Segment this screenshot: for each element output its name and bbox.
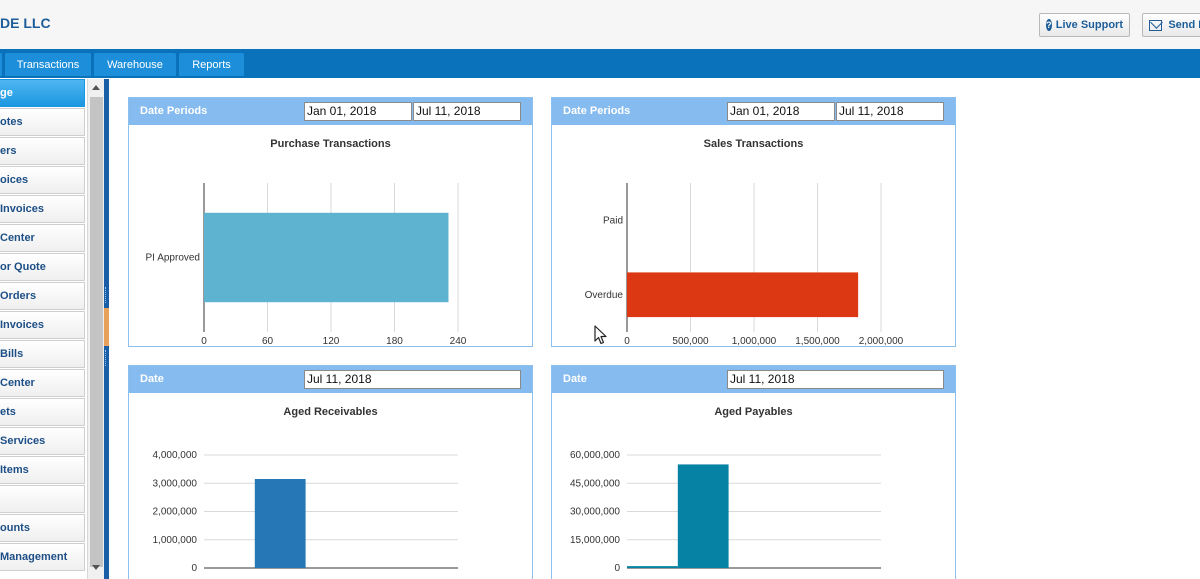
tab-reports[interactable]: Reports	[179, 53, 244, 76]
sidebar-item-services[interactable]: Services	[0, 427, 85, 455]
x-tick-label: 1,000,000	[732, 336, 777, 347]
panel-header-label: Date Periods	[563, 105, 631, 117]
tab-warehouse[interactable]: Warehouse	[94, 53, 176, 76]
chart-title: Sales Transactions	[703, 138, 804, 150]
date-input[interactable]: Jul 11, 2018	[304, 370, 521, 389]
sidebar-item-assets[interactable]: ets	[0, 398, 85, 426]
sidebar-item-orders[interactable]: ers	[0, 137, 85, 165]
scrollbar-thumb[interactable]	[90, 97, 103, 567]
x-tick-label: 120	[323, 336, 340, 347]
sales-transactions-panel: Date Periods Jan 01, 2018 Jul 11, 2018 S…	[551, 97, 956, 347]
sales-transactions-chart: 0 500,000 1,000,000 1,500,000 2,000,000 Paid O…	[585, 183, 904, 347]
sidebar-item-invoices[interactable]: oices	[0, 166, 85, 194]
x-tick-label: 0	[201, 336, 207, 347]
sidebar-item-bills[interactable]: Bills	[0, 340, 85, 368]
bar	[627, 272, 859, 318]
chart-title: Aged Receivables	[283, 406, 378, 418]
x-tick-label: 180	[386, 336, 403, 347]
sidebar-item-request-for-quote[interactable]: or Quote	[0, 253, 85, 281]
sidebar-item-purchase-invoices[interactable]: Invoices	[0, 311, 85, 339]
aged-payables-chart: 0 15,000,000 30,000,000 45,000,000 60,000,00…	[570, 450, 881, 574]
company-name: DE LLC	[0, 15, 51, 31]
chart-title: Purchase Transactions	[270, 138, 391, 150]
y-tick-label: 0	[191, 563, 197, 574]
aged-receivables-chart: 0 1,000,000 2,000,000 3,000,000 4,000,000	[153, 450, 458, 574]
bar	[204, 212, 449, 303]
help-icon: ?	[1046, 19, 1052, 31]
sidebar-item-recurring-invoices[interactable]: Invoices	[0, 195, 85, 223]
panel-header: Date Jul 11, 2018	[552, 366, 955, 393]
purchase-transactions-panel: Date Periods Jan 01, 2018 Jul 11, 2018 P…	[128, 97, 533, 347]
x-tick-label: 2,000,000	[859, 336, 904, 347]
x-tick-label: 1,500,000	[795, 336, 840, 347]
live-support-button[interactable]: ? Live Support	[1039, 13, 1130, 37]
x-tick-label: 60	[262, 336, 274, 347]
sidebar-scrollbar[interactable]	[87, 79, 104, 579]
tab-home[interactable]	[0, 53, 2, 76]
sidebar-item-purchase-orders[interactable]: Orders	[0, 282, 85, 310]
y-tick-label: 2,000,000	[153, 507, 198, 518]
send-label: Send F	[1168, 19, 1200, 31]
date-to-input[interactable]: Jul 11, 2018	[836, 102, 944, 121]
y-tick-label: 1,000,000	[153, 535, 198, 546]
panel-header: Date Periods Jan 01, 2018 Jul 11, 2018	[552, 98, 955, 125]
splitter-grip	[105, 287, 108, 303]
purchase-transactions-chart: 0 60 120 180 240 PI Approved	[146, 183, 467, 347]
tab-transactions[interactable]: Transactions	[5, 53, 91, 76]
sidebar-item-items[interactable]: Items	[0, 456, 85, 484]
panel-header: Date Periods Jan 01, 2018 Jul 11, 2018	[129, 98, 532, 125]
sidebar-item-quotes[interactable]: otes	[0, 108, 85, 136]
mouse-cursor-icon	[594, 325, 607, 345]
splitter-collapse-handle[interactable]	[104, 308, 109, 346]
category-label: Overdue	[585, 290, 624, 301]
aged-payables-panel: Date Jul 11, 2018 Aged Payables 0 15,000,…	[551, 365, 956, 579]
category-label: Paid	[603, 215, 623, 226]
y-tick-label: 0	[614, 563, 620, 574]
y-tick-label: 3,000,000	[153, 478, 198, 489]
x-tick-label: 0	[624, 336, 630, 347]
date-from-input[interactable]: Jan 01, 2018	[304, 102, 412, 121]
aged-receivables-panel: Date Jul 11, 2018 Aged Receivables 0 1,00…	[128, 365, 533, 579]
bar	[627, 566, 678, 568]
date-input[interactable]: Jul 11, 2018	[727, 370, 944, 389]
bar	[677, 464, 729, 568]
date-from-input[interactable]: Jan 01, 2018	[727, 102, 835, 121]
bar	[254, 479, 306, 568]
y-tick-label: 45,000,000	[570, 478, 620, 489]
y-tick-label: 30,000,000	[570, 507, 620, 518]
send-button[interactable]: Send F	[1142, 13, 1200, 37]
sidebar-item-customer-center[interactable]: Center	[0, 224, 85, 252]
chart-title: Aged Payables	[714, 406, 793, 418]
sidebar-item-accounts[interactable]: ounts	[0, 514, 85, 542]
sidebar-item-vendor-center[interactable]: Center	[0, 369, 85, 397]
panel-header-label: Date Periods	[140, 105, 208, 117]
sidebar-item-blank[interactable]	[0, 485, 85, 513]
sidebar-item-management[interactable]: Management	[0, 543, 85, 571]
app-header: DE LLC ? Live Support Send F	[0, 0, 1200, 49]
x-tick-label: 500,000	[672, 336, 709, 347]
mail-icon	[1149, 19, 1163, 31]
category-label: PI Approved	[146, 253, 200, 264]
y-tick-label: 15,000,000	[570, 535, 620, 546]
y-tick-label: 60,000,000	[570, 450, 620, 461]
nav-underline	[0, 76, 1200, 78]
panel-header-label: Date	[140, 373, 164, 385]
scroll-down-icon[interactable]	[92, 565, 100, 570]
sidebar-item-home[interactable]: ge	[0, 79, 85, 107]
scroll-up-icon[interactable]	[92, 85, 100, 90]
main-nav: Transactions Warehouse Reports	[0, 49, 1200, 76]
panel-header: Date Jul 11, 2018	[129, 366, 532, 393]
date-to-input[interactable]: Jul 11, 2018	[413, 102, 521, 121]
sidebar: ge otes ers oices Invoices Center or Quo…	[0, 79, 86, 579]
splitter-grip	[105, 350, 108, 366]
live-support-label: Live Support	[1055, 19, 1123, 31]
panel-header-label: Date	[563, 373, 587, 385]
y-tick-label: 4,000,000	[153, 450, 198, 461]
x-tick-label: 240	[450, 336, 467, 347]
